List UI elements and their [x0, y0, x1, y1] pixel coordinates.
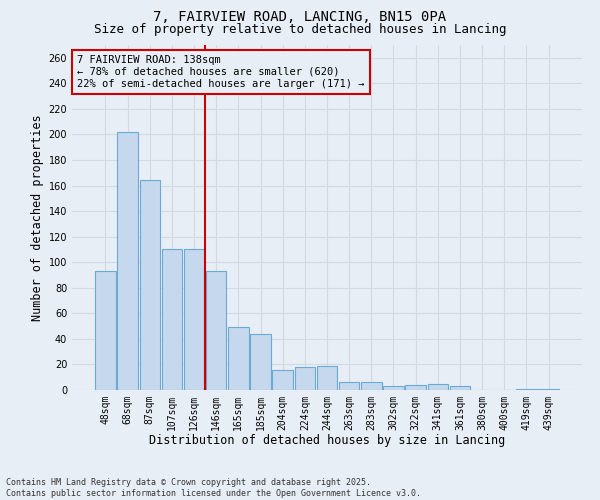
Bar: [450, 386, 470, 390]
Text: 7 FAIRVIEW ROAD: 138sqm
← 78% of detached houses are smaller (620)
22% of semi-d: 7 FAIRVIEW ROAD: 138sqm ← 78% of detache…: [77, 56, 365, 88]
Text: 7, FAIRVIEW ROAD, LANCING, BN15 0PA: 7, FAIRVIEW ROAD, LANCING, BN15 0PA: [154, 10, 446, 24]
Bar: [161, 250, 182, 390]
Bar: [339, 382, 359, 390]
Bar: [361, 382, 382, 390]
Text: Size of property relative to detached houses in Lancing: Size of property relative to detached ho…: [94, 22, 506, 36]
Bar: [317, 366, 337, 390]
Bar: [228, 328, 248, 390]
Bar: [250, 334, 271, 390]
Bar: [295, 367, 315, 390]
Bar: [406, 385, 426, 390]
Y-axis label: Number of detached properties: Number of detached properties: [31, 114, 44, 321]
Text: Contains HM Land Registry data © Crown copyright and database right 2025.
Contai: Contains HM Land Registry data © Crown c…: [6, 478, 421, 498]
Bar: [428, 384, 448, 390]
Bar: [95, 271, 116, 390]
Bar: [184, 250, 204, 390]
X-axis label: Distribution of detached houses by size in Lancing: Distribution of detached houses by size …: [149, 434, 505, 448]
Bar: [516, 388, 536, 390]
Bar: [538, 388, 559, 390]
Bar: [206, 271, 226, 390]
Bar: [118, 132, 138, 390]
Bar: [272, 370, 293, 390]
Bar: [140, 180, 160, 390]
Bar: [383, 386, 404, 390]
